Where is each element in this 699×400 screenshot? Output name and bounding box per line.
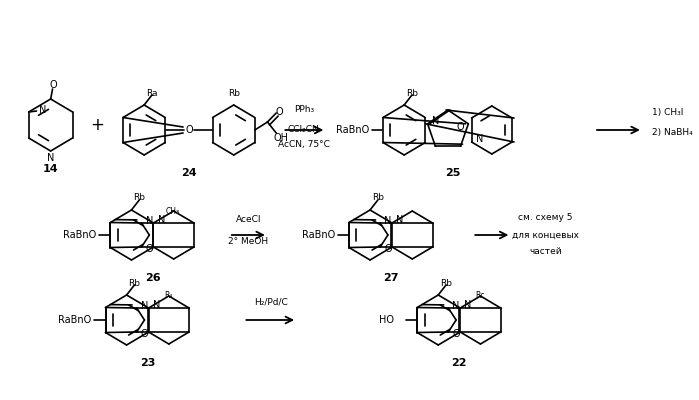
Text: N: N (157, 215, 165, 225)
Text: N: N (145, 216, 153, 226)
Text: частей: частей (529, 246, 562, 256)
Text: N: N (464, 300, 472, 310)
Text: O: O (384, 244, 391, 254)
Text: O: O (452, 329, 460, 339)
Text: 24: 24 (181, 168, 196, 178)
Text: R₄: R₄ (164, 292, 172, 300)
Text: OH: OH (273, 133, 289, 143)
Text: RaBnO: RaBnO (63, 230, 96, 240)
Text: 2° MeOH: 2° MeOH (229, 236, 268, 246)
Text: +: + (90, 116, 104, 134)
Text: N: N (475, 134, 483, 144)
Text: O: O (456, 122, 464, 132)
Text: 25: 25 (445, 168, 461, 178)
Text: O: O (50, 80, 57, 90)
Text: см. схему 5: см. схему 5 (518, 212, 572, 222)
Text: Rb: Rb (440, 278, 452, 288)
Text: RaBnO: RaBnO (302, 230, 335, 240)
Text: 23: 23 (140, 358, 155, 368)
Text: N: N (47, 153, 55, 163)
Text: O: O (145, 244, 153, 254)
Text: AcCN, 75°C: AcCN, 75°C (278, 140, 330, 150)
Text: RaBnO: RaBnO (336, 125, 369, 135)
Text: O: O (140, 329, 148, 339)
Text: PPh₃: PPh₃ (294, 106, 314, 114)
Text: 1) CH₃I: 1) CH₃I (652, 108, 684, 118)
Text: N: N (140, 301, 148, 311)
Text: HO: HO (379, 315, 394, 325)
Text: Rb: Rb (134, 194, 145, 202)
Text: RaBnO: RaBnO (58, 315, 92, 325)
Text: Rb: Rb (228, 88, 240, 98)
Text: CH₃: CH₃ (166, 206, 180, 216)
Text: N: N (452, 301, 460, 311)
Text: N: N (396, 215, 403, 225)
Text: CCl₂CN: CCl₂CN (288, 126, 319, 134)
Text: 26: 26 (145, 273, 160, 283)
Text: AceCl: AceCl (236, 214, 261, 224)
Text: O: O (275, 107, 283, 117)
Text: N: N (38, 105, 46, 115)
Text: N: N (152, 300, 160, 310)
Text: Rc: Rc (475, 292, 484, 300)
Text: H₂/Pd/C: H₂/Pd/C (254, 298, 287, 306)
Text: 27: 27 (384, 273, 399, 283)
Text: Rb: Rb (129, 278, 140, 288)
Text: 2) NaBH₄: 2) NaBH₄ (652, 128, 693, 138)
Text: 14: 14 (43, 164, 59, 174)
Text: Rb: Rb (372, 194, 384, 202)
Text: N: N (384, 216, 391, 226)
Text: Ra: Ra (146, 88, 158, 98)
Text: для концевых: для концевых (512, 230, 579, 240)
Text: Rb: Rb (406, 88, 418, 98)
Text: 22: 22 (452, 358, 467, 368)
Text: O: O (185, 125, 193, 135)
Text: N: N (432, 116, 439, 126)
